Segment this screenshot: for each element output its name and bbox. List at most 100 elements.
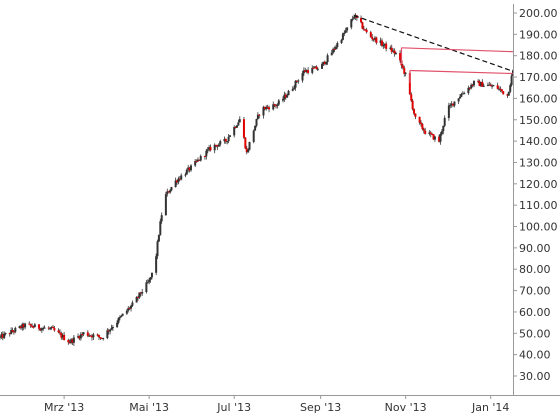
candle-down xyxy=(413,109,416,114)
x-tick-label: Mrz '13 xyxy=(44,401,84,414)
candle-up xyxy=(208,147,211,150)
candle-up xyxy=(72,337,75,343)
candle-down xyxy=(245,148,248,153)
candle-down xyxy=(499,88,502,90)
candle-up xyxy=(467,87,470,94)
candle-up xyxy=(442,125,445,132)
candle-up xyxy=(463,93,466,95)
candle-down xyxy=(167,191,170,193)
candle-down xyxy=(32,326,35,328)
candle-up xyxy=(141,292,144,294)
candle-down xyxy=(71,339,74,343)
y-tick-label: 140.00 xyxy=(519,135,558,148)
candle-up xyxy=(286,95,289,98)
candle-down xyxy=(8,333,11,335)
candle-down xyxy=(502,91,505,95)
candle-up xyxy=(156,241,159,257)
candle-down xyxy=(67,340,70,343)
candle-down xyxy=(422,129,425,131)
candle-down xyxy=(393,50,396,54)
candle-up xyxy=(491,85,494,87)
candle-down xyxy=(333,48,336,50)
candle-down xyxy=(323,61,326,65)
y-tick-label: 80.00 xyxy=(519,263,551,276)
candle-down xyxy=(284,94,287,98)
candle-up xyxy=(254,125,257,131)
candle-up xyxy=(459,96,462,99)
candle-down xyxy=(128,308,131,310)
candle-down xyxy=(263,106,266,110)
candle-up xyxy=(166,191,169,195)
resistance-line xyxy=(401,47,514,53)
candle-down xyxy=(216,145,219,147)
candle-up xyxy=(213,144,216,151)
candle-up xyxy=(482,85,485,87)
candle-down xyxy=(312,67,315,69)
y-tick-label: 60.00 xyxy=(519,306,551,319)
y-tick-label: 190.00 xyxy=(519,28,558,41)
dashed-trendline xyxy=(353,15,514,72)
candle-up xyxy=(498,88,501,90)
candle-up xyxy=(325,62,328,65)
candle-up xyxy=(392,50,395,52)
candle-up xyxy=(170,187,173,191)
candle-down xyxy=(91,335,94,338)
candle-up xyxy=(180,175,183,180)
candle-down xyxy=(96,334,99,336)
candle-up xyxy=(351,18,354,20)
candle-down xyxy=(421,123,424,130)
candle-up xyxy=(297,80,300,82)
candle-up xyxy=(146,282,149,284)
candle-up xyxy=(265,106,268,110)
candle-up xyxy=(223,139,226,142)
candle-down xyxy=(360,17,363,23)
candle-down xyxy=(47,327,50,329)
candle-up xyxy=(350,19,353,28)
candle-up xyxy=(127,308,130,311)
candle-down xyxy=(478,81,481,87)
candle-up xyxy=(121,313,124,316)
candle-up xyxy=(117,318,120,323)
candle-up xyxy=(138,292,141,298)
candle-up xyxy=(0,336,1,338)
candle-up xyxy=(343,32,346,34)
candle-down xyxy=(57,330,60,333)
candle-up xyxy=(233,126,236,136)
candle-up xyxy=(256,114,259,120)
candle-down xyxy=(380,40,383,46)
candle-up xyxy=(145,282,148,293)
candle-up xyxy=(174,180,177,188)
candle-down xyxy=(268,107,271,110)
candle-up xyxy=(109,329,112,332)
candle-down xyxy=(411,100,414,110)
candle-down xyxy=(365,29,368,33)
candle-down xyxy=(403,67,406,74)
candle-up xyxy=(383,43,386,46)
candle-up xyxy=(389,47,392,49)
candle-down xyxy=(195,161,198,163)
candle-down xyxy=(432,134,435,140)
candle-up xyxy=(149,277,152,280)
candle-up xyxy=(460,94,463,97)
candle-up xyxy=(10,329,13,335)
candle-up xyxy=(334,46,337,50)
candle-up xyxy=(492,85,495,87)
candle-up xyxy=(486,85,489,87)
candle-up xyxy=(238,119,241,123)
candle-down xyxy=(137,297,140,299)
candle-up xyxy=(311,67,314,73)
candle-up xyxy=(155,256,158,273)
x-axis: Mrz '13 Mai '13 Jul '13 Sep '13 Nov '13 Jan '… xyxy=(44,395,509,414)
candle-up xyxy=(510,75,513,86)
candle-down xyxy=(315,66,318,70)
candle-up xyxy=(18,326,21,328)
candle-up xyxy=(125,310,128,314)
candle-down xyxy=(58,332,61,334)
candle-up xyxy=(255,119,258,126)
candle-up xyxy=(291,88,294,91)
candle-down xyxy=(452,103,455,106)
candle-up xyxy=(440,131,443,134)
y-tick-label: 110.00 xyxy=(519,199,558,212)
candle-down xyxy=(28,323,31,325)
candle-down xyxy=(471,84,474,86)
